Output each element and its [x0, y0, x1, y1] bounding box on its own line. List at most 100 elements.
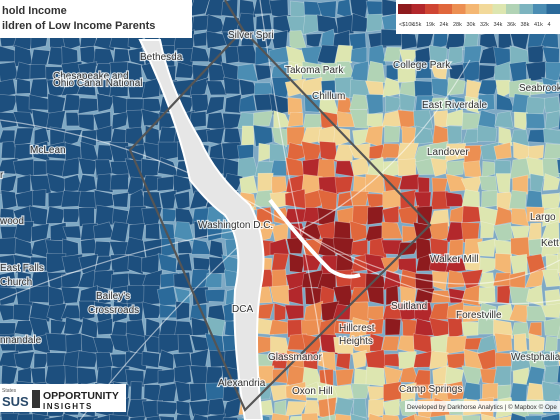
- tract: [156, 400, 180, 415]
- place-label: Takoma Park: [285, 65, 344, 76]
- tract: [478, 286, 496, 305]
- tract: [33, 126, 50, 146]
- tract: [333, 44, 353, 67]
- tract: [336, 110, 355, 128]
- tract: [462, 128, 480, 144]
- tract: [445, 335, 467, 355]
- tract: [0, 350, 20, 368]
- tract: [413, 350, 436, 368]
- tract: [384, 125, 401, 143]
- tract: [461, 321, 481, 337]
- tract: [316, 159, 336, 179]
- tract: [447, 318, 463, 340]
- tract: [463, 45, 483, 64]
- subtitle: ildren of Low Income Parents: [2, 20, 155, 32]
- place-label: wood: [0, 216, 24, 227]
- tract: [399, 93, 416, 112]
- tract: [189, 383, 207, 402]
- tract: [285, 401, 308, 417]
- tract: [13, 127, 34, 147]
- tract: [336, 14, 355, 34]
- tract: [334, 176, 354, 194]
- legend-label: 30k: [467, 22, 476, 28]
- tract: [543, 96, 560, 113]
- tract: [46, 206, 67, 224]
- tract: [158, 349, 175, 370]
- tract: [14, 237, 34, 258]
- tract: [366, 286, 385, 305]
- tract: [173, 365, 192, 387]
- tract: [527, 144, 545, 162]
- footer-box: [405, 401, 560, 412]
- legend-label: 28k: [453, 22, 462, 28]
- place-label: Hillcrest: [339, 323, 375, 334]
- place-label: nnandale: [0, 335, 42, 346]
- tract: [126, 398, 148, 420]
- tract: [478, 64, 498, 82]
- tract: [109, 173, 129, 191]
- tract: [526, 382, 545, 401]
- tract: [479, 257, 498, 275]
- tract: [527, 129, 548, 144]
- tract: [415, 253, 433, 272]
- tract: [541, 207, 560, 228]
- tract: [241, 125, 255, 147]
- tract: [289, 415, 303, 420]
- tract: [157, 382, 178, 403]
- tract: [401, 126, 419, 147]
- tract: [513, 111, 529, 131]
- tract: [14, 143, 33, 161]
- tract: [382, 398, 400, 417]
- place-label: Silver Spri: [228, 30, 274, 41]
- tract: [366, 93, 384, 116]
- tract: [478, 79, 499, 97]
- place-label: Ohio Canal National: [53, 78, 143, 89]
- tract: [446, 77, 466, 96]
- place-label: Forestville: [456, 310, 502, 321]
- tract: [481, 413, 496, 420]
- tract: [544, 335, 558, 354]
- tract: [205, 273, 223, 288]
- tract: [541, 413, 560, 420]
- legend-label: 19k: [426, 22, 435, 28]
- tract: [541, 220, 560, 241]
- tract: [284, 304, 304, 320]
- tract: [177, 334, 194, 354]
- tract: [479, 175, 498, 193]
- tract: [271, 126, 289, 148]
- tract: [367, 386, 385, 402]
- tract: [304, 188, 323, 212]
- tract: [256, 206, 273, 223]
- tract: [236, 63, 259, 83]
- tract: [464, 95, 480, 114]
- place-label: Washington D.C.: [198, 220, 273, 231]
- tract: [449, 205, 467, 223]
- tract: [61, 45, 79, 66]
- tract: [270, 30, 289, 49]
- tract: [12, 303, 32, 322]
- tract: [477, 93, 495, 112]
- tract: [0, 78, 17, 98]
- tract: [222, 416, 243, 420]
- tract: [496, 285, 512, 304]
- tract: [542, 158, 560, 179]
- tract: [156, 286, 178, 306]
- tract: [383, 353, 402, 368]
- tract: [192, 256, 212, 271]
- place-label: Heights: [339, 336, 373, 347]
- tract: [141, 351, 160, 369]
- tract: [193, 220, 209, 240]
- tract: [29, 63, 48, 80]
- tract: [112, 301, 130, 323]
- tract: [76, 76, 97, 97]
- tract: [290, 0, 306, 19]
- tract: [111, 111, 129, 131]
- tract: [510, 129, 530, 147]
- place-label: Chillum: [312, 91, 345, 102]
- tract: [509, 61, 528, 83]
- tract: [287, 96, 303, 116]
- tract: [366, 60, 386, 84]
- tract: [32, 413, 51, 420]
- tract: [495, 173, 511, 193]
